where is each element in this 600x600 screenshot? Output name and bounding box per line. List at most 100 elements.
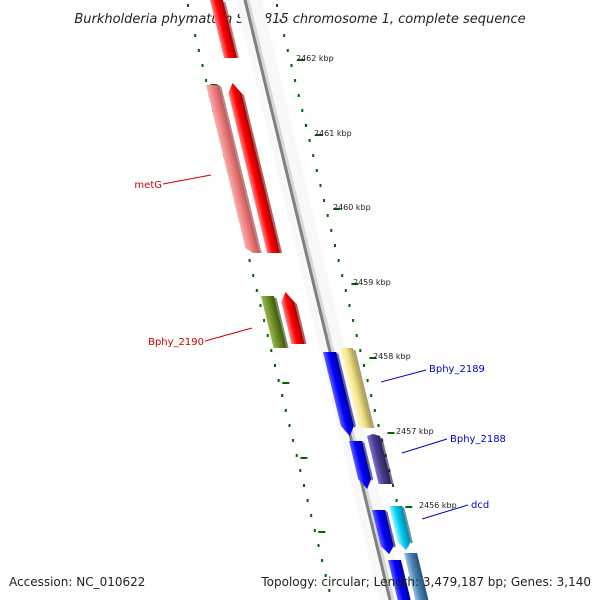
tick-dot-left	[252, 274, 255, 277]
tick-dot-right	[344, 289, 347, 292]
tick-dot-left	[205, 79, 208, 82]
ruler-label-2456: 2456 kbp	[419, 501, 457, 510]
tick-dot-right	[305, 124, 307, 127]
tick-dot-right	[334, 244, 336, 247]
tick-dot-left	[321, 559, 324, 562]
gene-red-forward-1[interactable]	[226, 83, 283, 253]
tick-dot-left	[284, 409, 287, 412]
gene-blue-reverse-1[interactable]	[323, 352, 358, 436]
tick-dot-left	[324, 574, 327, 577]
tick-dot-right	[330, 229, 333, 232]
tick-dot-left	[310, 514, 313, 517]
tick-dot-left	[274, 364, 276, 367]
tick-dot-left	[248, 259, 251, 262]
gene-dcd[interactable]	[389, 506, 415, 550]
summary-text: Topology: circular; Length: 3,479,187 bp…	[260, 575, 591, 589]
callout-line-Bphy_2190	[204, 327, 253, 342]
tick-dot-left	[306, 499, 309, 502]
tick-dot-right	[326, 214, 329, 217]
tick-dot-left	[292, 439, 295, 442]
tick-dot-left	[328, 589, 331, 592]
gene-blue-bottom[interactable]	[388, 560, 411, 600]
gene-red-forward-2[interactable]	[279, 292, 307, 344]
accession-text: Accession: NC_010622	[9, 575, 145, 589]
major-tick-left	[318, 531, 326, 533]
tick-dot-right	[301, 109, 304, 112]
gene-label-dcd[interactable]: dcd	[471, 500, 489, 511]
tick-dot-right	[355, 334, 358, 337]
tick-dot-right	[359, 349, 362, 352]
gene-label-metG[interactable]: metG	[134, 180, 162, 191]
gene-Bphy_2189[interactable]	[340, 348, 375, 428]
tick-dot-right	[341, 274, 344, 277]
tick-dot-right	[283, 34, 286, 37]
tick-dot-right	[392, 484, 394, 487]
callout-line-Bphy_2189	[380, 369, 427, 383]
tick-dot-left	[190, 19, 193, 22]
tick-dot-right	[315, 169, 318, 172]
major-tick-right	[351, 283, 359, 285]
tick-dot-right	[294, 79, 297, 82]
tick-dot-right	[279, 19, 282, 22]
major-tick-right	[405, 506, 413, 508]
backbone-line	[243, 0, 392, 600]
tick-dot-left	[197, 49, 200, 52]
callout-line-dcd	[421, 504, 469, 520]
major-tick-right	[387, 432, 395, 434]
tick-dot-right	[395, 499, 398, 502]
tick-dot-right	[312, 154, 315, 157]
gene-Bphy_2190[interactable]	[261, 296, 289, 348]
map-title: Burkholderia phymatum STM815 chromosome …	[74, 12, 525, 27]
ruler-label-2457: 2457 kbp	[396, 427, 434, 436]
ruler-label-2460: 2460 kbp	[333, 203, 371, 212]
tick-dot-left	[255, 289, 258, 292]
tick-dot-right	[276, 4, 278, 7]
tick-dot-left	[201, 64, 204, 67]
gene-label-Bphy_2188[interactable]: Bphy_2188	[450, 434, 506, 445]
tick-dot-left	[270, 349, 273, 352]
tick-dot-left	[317, 544, 320, 547]
tick-dot-left	[313, 529, 316, 532]
tick-dot-right	[286, 49, 289, 52]
gene-top-fragment[interactable]	[210, 0, 240, 58]
major-tick-right	[297, 59, 305, 61]
callout-line-metG	[162, 174, 212, 185]
tick-dot-left	[277, 379, 280, 382]
tick-dot-right	[373, 409, 376, 412]
gene-blue-reverse-2[interactable]	[349, 441, 376, 489]
callout-line-Bphy_2188	[401, 438, 448, 454]
ruler-label-2459: 2459 kbp	[353, 278, 391, 287]
major-tick-left	[300, 457, 308, 459]
tick-dot-right	[323, 199, 326, 202]
tick-dot-left	[194, 34, 197, 37]
tick-dot-right	[319, 184, 322, 187]
gene-metG[interactable]	[206, 85, 262, 253]
gene-steel-bottom[interactable]	[404, 553, 429, 600]
tick-dot-right	[290, 64, 293, 67]
tick-dot-left	[303, 484, 305, 487]
tick-dot-right	[337, 259, 340, 262]
tick-dot-right	[348, 304, 351, 307]
major-tick-left	[282, 382, 290, 384]
gene-label-Bphy_2189[interactable]: Bphy_2189	[429, 364, 485, 375]
tick-dot-right	[366, 379, 369, 382]
tick-dot-left	[299, 469, 302, 472]
tick-dot-left	[266, 334, 269, 337]
tick-dot-right	[297, 94, 300, 97]
ruler-label-2458: 2458 kbp	[373, 352, 411, 361]
major-tick-right	[315, 134, 323, 136]
tick-row-right	[276, 4, 420, 592]
major-tick-right	[333, 208, 341, 210]
gene-Bphy_2188[interactable]	[367, 434, 394, 484]
tick-dot-left	[295, 454, 298, 457]
ruler-label-2461: 2461 kbp	[314, 129, 352, 138]
backbone-shadow	[244, 0, 395, 600]
tick-dot-right	[363, 364, 365, 367]
tick-dot-left	[281, 394, 284, 397]
gene-blue-reverse-3[interactable]	[372, 510, 398, 554]
tick-dot-right	[352, 319, 355, 322]
tick-dot-right	[370, 394, 373, 397]
gene-label-Bphy_2190[interactable]: Bphy_2190	[148, 337, 204, 348]
tick-dot-left	[288, 424, 291, 427]
